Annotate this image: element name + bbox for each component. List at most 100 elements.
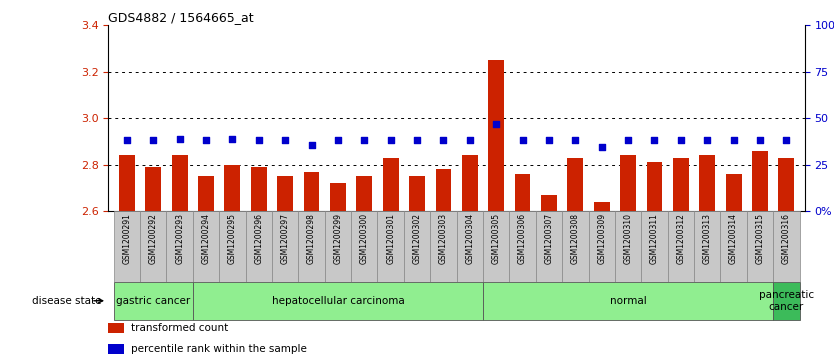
Bar [488,60,504,211]
Bar [694,211,721,282]
Bar [515,174,530,211]
Point [226,136,239,142]
Text: gastric cancer: gastric cancer [116,296,190,306]
Point [753,137,766,143]
Bar [435,170,451,211]
Bar [567,158,583,211]
Bar [351,211,378,282]
Text: transformed count: transformed count [131,323,228,333]
Bar [668,211,694,282]
Point [516,138,530,143]
Text: GSM1200298: GSM1200298 [307,213,316,264]
Bar [193,211,219,282]
Point [147,138,160,143]
Bar [541,195,557,211]
Text: GSM1200304: GSM1200304 [465,213,475,264]
Bar [299,211,324,282]
Point [252,138,265,143]
Bar [699,155,715,211]
Point [463,138,476,143]
Bar [404,211,430,282]
Point [358,138,371,143]
Point [437,138,450,143]
Text: normal: normal [610,296,646,306]
Bar [462,155,478,211]
Point [331,138,344,143]
Bar [535,211,562,282]
Bar [483,282,773,319]
Bar [119,155,135,211]
Bar [272,211,299,282]
Point [305,142,319,147]
Bar [589,211,615,282]
Bar [108,344,123,354]
Bar [646,162,662,211]
Bar [673,158,689,211]
Bar [330,183,346,211]
Point [780,138,793,143]
Bar [378,211,404,282]
Bar [219,211,245,282]
Bar [145,167,161,211]
Text: GSM1200291: GSM1200291 [123,213,132,264]
Point [490,121,503,127]
Bar [752,151,768,211]
Bar [198,176,214,211]
Text: GSM1200295: GSM1200295 [228,213,237,264]
Text: GDS4882 / 1564665_at: GDS4882 / 1564665_at [108,11,254,24]
Point [674,138,687,143]
Bar [594,202,610,211]
Point [648,138,661,143]
Bar [224,165,240,211]
Point [384,138,397,143]
Point [621,138,635,143]
Text: percentile rank within the sample: percentile rank within the sample [131,344,307,354]
Bar [251,167,267,211]
Text: GSM1200307: GSM1200307 [545,213,554,264]
Bar [245,211,272,282]
Point [120,138,133,143]
Bar [721,211,746,282]
Point [410,138,424,143]
Bar [140,211,167,282]
Text: pancreatic
cancer: pancreatic cancer [759,290,814,311]
Text: GSM1200316: GSM1200316 [781,213,791,264]
Text: GSM1200297: GSM1200297 [281,213,289,264]
Point [199,138,213,143]
Bar [324,211,351,282]
Text: hepatocellular carcinoma: hepatocellular carcinoma [272,296,404,306]
Text: GSM1200299: GSM1200299 [334,213,343,264]
Text: GSM1200294: GSM1200294 [202,213,210,264]
Text: GSM1200315: GSM1200315 [756,213,765,264]
Bar [113,211,140,282]
Bar [113,282,193,319]
Text: GSM1200300: GSM1200300 [359,213,369,264]
Bar [615,211,641,282]
Point [595,144,608,150]
Point [701,138,714,143]
Bar [562,211,589,282]
Point [569,138,582,143]
Point [542,138,555,143]
Text: GSM1200311: GSM1200311 [650,213,659,264]
Bar [746,211,773,282]
Point [727,138,741,143]
Bar [304,172,319,211]
Text: GSM1200310: GSM1200310 [624,213,632,264]
Text: GSM1200306: GSM1200306 [518,213,527,264]
Bar [193,282,483,319]
Point [173,136,186,142]
Text: GSM1200296: GSM1200296 [254,213,264,264]
Text: GSM1200292: GSM1200292 [148,213,158,264]
Bar [773,211,800,282]
Text: GSM1200303: GSM1200303 [439,213,448,264]
Bar [277,176,293,211]
Bar [108,323,123,333]
Bar [726,174,741,211]
Text: GSM1200301: GSM1200301 [386,213,395,264]
Text: GSM1200314: GSM1200314 [729,213,738,264]
Bar [641,211,668,282]
Text: GSM1200312: GSM1200312 [676,213,686,264]
Bar [383,158,399,211]
Bar [778,158,794,211]
